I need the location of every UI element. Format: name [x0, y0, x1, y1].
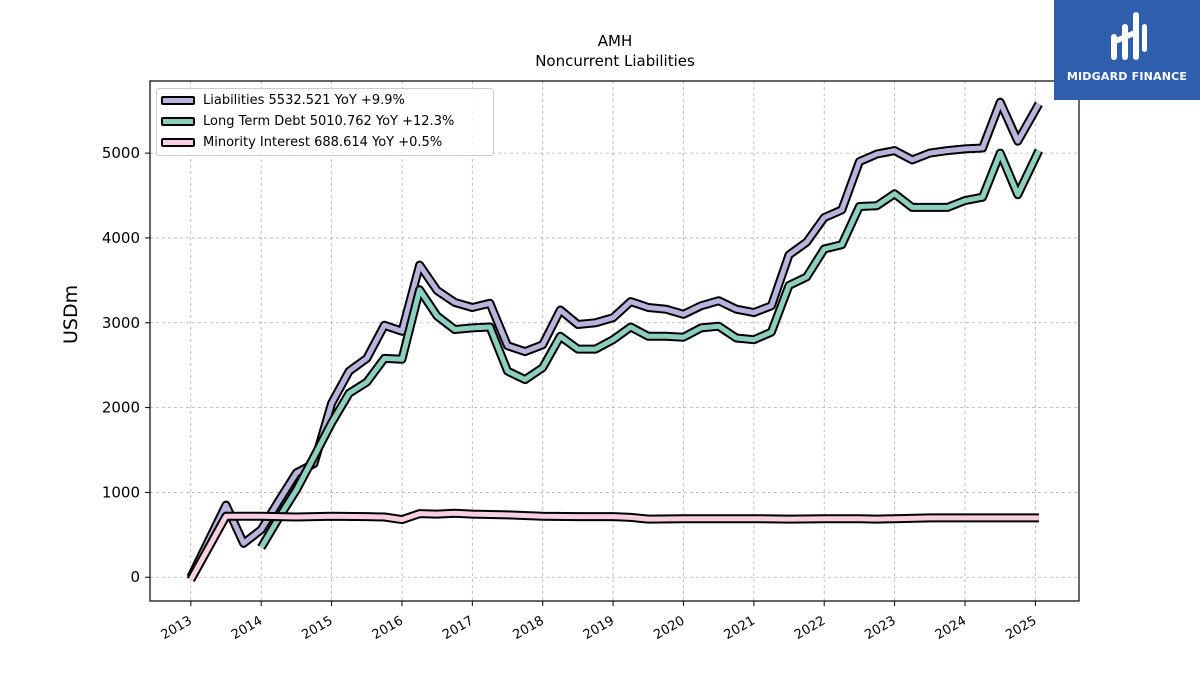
- x-tick-label: 2016: [370, 613, 406, 643]
- x-tick-label: 2024: [933, 613, 969, 643]
- chart-title: AMH: [597, 32, 633, 50]
- legend-swatch-long-term-debt: [161, 116, 195, 126]
- brand-name: MIDGARD FINANCE: [1066, 70, 1188, 83]
- plot-frame: [149, 80, 1080, 602]
- legend-label: Liabilities 5532.521 YoY +9.9%: [203, 92, 405, 108]
- series-layer: [186, 97, 1043, 582]
- x-tick-label: 2014: [229, 613, 265, 643]
- x-tick-label: 2023: [862, 613, 898, 643]
- y-tick-label: 4000: [102, 229, 140, 247]
- series-line-0: [188, 99, 1042, 579]
- legend-label: Minority Interest 688.614 YoY +0.5%: [203, 134, 443, 150]
- legend-label: Long Term Debt 5010.762 YoY +12.3%: [203, 113, 455, 129]
- x-tick-label: 2013: [159, 613, 195, 643]
- y-tick-label: 2000: [102, 399, 140, 417]
- midgard-logo-icon: [1111, 12, 1147, 60]
- series-outline-2: [186, 508, 1039, 582]
- chart-subtitle: Noncurrent Liabilities: [535, 52, 695, 70]
- y-tick-label: 0: [130, 568, 140, 586]
- x-axis: 2013 2014 2015 2016 2017 2018 2019 2020 2021 2022…: [159, 601, 1039, 643]
- y-tick-label: 5000: [102, 144, 140, 162]
- legend-item-liabilities: Liabilities 5532.521 YoY +9.9%: [161, 90, 405, 110]
- y-axis-label: USDm: [60, 284, 82, 344]
- legend-swatch-liabilities: [161, 95, 195, 105]
- x-tick-label: 2017: [440, 613, 476, 643]
- legend: Liabilities 5532.521 YoY +9.9% Long Term…: [156, 88, 494, 156]
- x-tick-label: 2018: [511, 613, 547, 643]
- x-tick-label: 2019: [581, 613, 617, 643]
- y-tick-label: 1000: [102, 483, 140, 501]
- legend-item-minority-interest: Minority Interest 688.614 YoY +0.5%: [161, 132, 442, 152]
- x-tick-label: 2025: [1003, 613, 1039, 643]
- y-axis: 0 1000 2000 3000 4000 5000: [102, 144, 150, 586]
- legend-swatch-minority-interest: [161, 137, 195, 147]
- x-tick-label: 2015: [299, 613, 335, 643]
- brand-logo: MIDGARD FINANCE: [1054, 0, 1200, 100]
- x-tick-label: 2020: [651, 613, 687, 643]
- series-line-1: [259, 149, 1042, 549]
- series-line-2: [188, 510, 1039, 582]
- x-tick-label: 2021: [722, 613, 758, 643]
- series-outline-1: [257, 148, 1043, 550]
- x-tick-label: 2022: [792, 613, 828, 643]
- y-tick-label: 3000: [102, 314, 140, 332]
- legend-item-long-term-debt: Long Term Debt 5010.762 YoY +12.3%: [161, 111, 454, 131]
